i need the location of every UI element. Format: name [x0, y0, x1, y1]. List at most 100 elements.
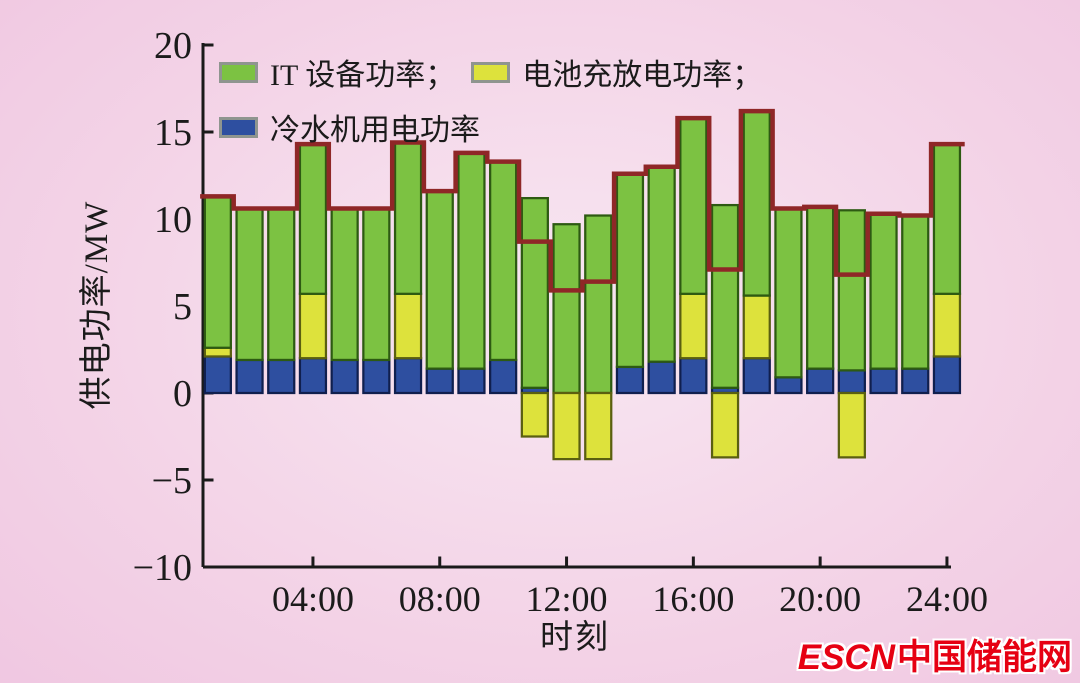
segment-chiller — [393, 357, 423, 395]
y-tick-label: 10 — [154, 199, 192, 241]
segment-chiller — [362, 358, 391, 395]
legend-row-2: 冷水机用电功率 — [219, 105, 762, 149]
segment-it — [837, 209, 866, 372]
segment-chiller — [298, 357, 328, 395]
segment-battery-charge — [584, 391, 613, 461]
segment-it — [330, 207, 359, 362]
bar-hour-10 — [489, 160, 518, 395]
bar-hour-1 — [203, 195, 232, 395]
bar-hour-8 — [425, 190, 454, 395]
legend-swatch-chiller-power — [219, 116, 258, 138]
x-tick-label: 20:00 — [779, 579, 861, 619]
y-tick-label: −5 — [152, 460, 192, 502]
bar-hour-15 — [647, 165, 676, 395]
bar-hour-2 — [235, 207, 264, 395]
segment-it — [425, 190, 454, 370]
watermark-escn-logo: ESCN中国储能网 — [798, 640, 1072, 675]
segment-it — [520, 196, 549, 389]
segment-it — [393, 141, 423, 295]
x-tick-label: 12:00 — [526, 579, 608, 619]
segment-it — [457, 151, 486, 370]
legend-label-it-power: IT 设备功率； — [270, 59, 456, 92]
bar-hour-24 — [932, 143, 962, 395]
legend-swatch-battery-power — [471, 61, 511, 83]
bar-hour-19 — [774, 207, 803, 395]
watermark-site-name: 中国储能网 — [896, 638, 1072, 677]
segment-it — [203, 195, 232, 349]
x-tick-label: 16:00 — [652, 579, 734, 619]
x-tick-label: 24:00 — [906, 579, 988, 619]
segment-it — [932, 143, 962, 295]
segment-it — [869, 212, 898, 370]
bar-hour-7 — [393, 141, 423, 395]
segment-it — [901, 214, 930, 370]
segment-chiller — [425, 367, 454, 395]
bar-hour-21 — [837, 209, 866, 459]
bar-hour-22 — [869, 212, 898, 395]
segment-battery-discharge — [932, 292, 962, 358]
segment-battery-discharge — [742, 294, 771, 360]
bar-hour-6 — [362, 207, 391, 395]
axes: 20 15 10 5 0 −5 −10 04:00 08:00 12:00 16:00 20:00 24… — [133, 25, 988, 619]
y-tick-label: 5 — [173, 286, 192, 328]
bar-hour-13 — [584, 214, 613, 461]
segment-chiller — [742, 357, 771, 395]
segment-battery-discharge — [298, 292, 328, 360]
bar-hour-18 — [742, 109, 771, 395]
bar-hour-16 — [679, 116, 708, 395]
x-axis-title: 时刻 — [540, 620, 610, 656]
bar-hour-20 — [806, 205, 835, 395]
segment-chiller — [679, 357, 708, 395]
segment-chiller — [806, 367, 835, 395]
segment-battery-charge — [520, 391, 549, 438]
segment-chiller — [267, 358, 296, 395]
y-tick-label: −10 — [133, 547, 192, 589]
segment-chiller — [932, 355, 962, 395]
segment-chiller — [774, 376, 803, 395]
y-tick-label: 15 — [154, 112, 192, 154]
segment-chiller — [869, 367, 898, 395]
segment-battery-discharge — [203, 346, 232, 358]
bar-hour-5 — [330, 207, 359, 395]
segment-it — [710, 203, 740, 389]
y-tick-label: 0 — [173, 373, 192, 415]
segment-it — [298, 143, 328, 295]
segment-it — [615, 172, 645, 369]
segment-battery-discharge — [679, 292, 708, 360]
y-axis-title: 供电功率/MW — [79, 200, 115, 410]
bar-hour-14 — [615, 172, 645, 395]
segment-it — [647, 165, 676, 363]
net-power-step-line — [200, 108, 965, 293]
segment-it — [584, 214, 613, 395]
bar-hour-4 — [298, 143, 328, 395]
bar-hour-23 — [901, 214, 930, 395]
segment-it — [362, 207, 391, 362]
segment-chiller — [489, 358, 518, 395]
segment-chiller — [203, 355, 232, 395]
segment-chiller — [837, 369, 866, 395]
segment-battery-charge — [837, 391, 866, 459]
segment-it — [489, 160, 518, 362]
legend-swatch-it-power — [219, 61, 258, 83]
bar-hour-17 — [710, 203, 740, 459]
bars — [203, 109, 962, 461]
segment-chiller — [235, 358, 264, 395]
segment-chiller — [457, 367, 486, 395]
segment-chiller — [901, 367, 930, 395]
legend: IT 设备功率； 电池充放电功率； 冷水机用电功率 — [219, 50, 762, 160]
y-tick-label: 20 — [154, 25, 192, 67]
segment-battery-charge — [710, 391, 740, 459]
segment-it — [806, 205, 835, 370]
segment-it — [742, 109, 771, 297]
bar-hour-9 — [457, 151, 486, 395]
segment-battery-charge — [552, 391, 581, 461]
segment-battery-discharge — [393, 292, 423, 360]
segment-it — [774, 207, 803, 379]
x-tick-label: 04:00 — [272, 579, 354, 619]
segment-chiller — [330, 358, 359, 395]
segment-it — [267, 207, 296, 362]
bar-hour-3 — [267, 207, 296, 395]
x-tick-label: 08:00 — [399, 579, 481, 619]
